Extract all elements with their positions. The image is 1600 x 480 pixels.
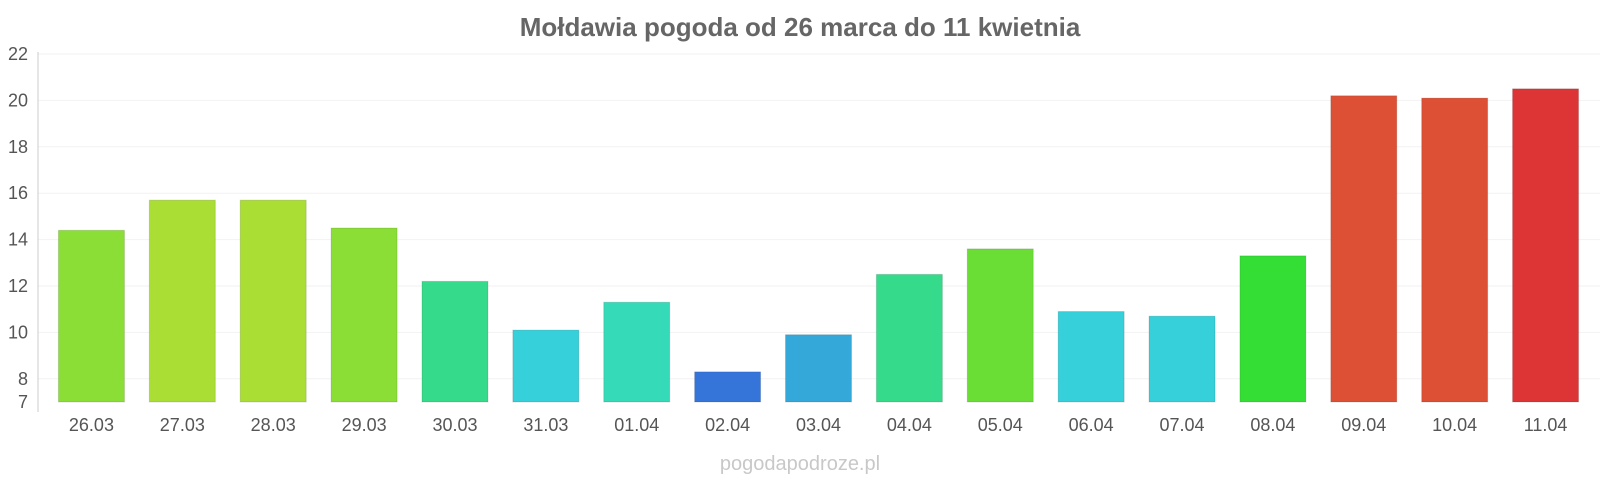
bar-01.04 xyxy=(603,301,671,403)
y-tick-label: 14 xyxy=(8,230,28,250)
y-tick-label: 18 xyxy=(8,137,28,157)
bar-28.03 xyxy=(239,199,307,403)
x-axis-ticks: 26.03 27.03 28.03 29.03 30.03 31.03 01.04 02.04… xyxy=(69,415,1568,435)
watermark: pogodapodroze.pl xyxy=(720,453,880,475)
y-tick-label: 22 xyxy=(8,44,28,64)
y-tick-label: 16 xyxy=(8,183,28,203)
bar-08.04 xyxy=(1239,255,1307,403)
y-tick-label: 8 xyxy=(18,369,28,389)
x-tick-label: 11.04 xyxy=(1524,415,1568,435)
bar-10.04 xyxy=(1421,97,1489,403)
x-tick-label: 06.04 xyxy=(1069,415,1114,435)
y-tick-label: 7 xyxy=(18,392,28,412)
bar-27.03 xyxy=(148,199,216,403)
bar-07.04 xyxy=(1148,315,1216,403)
y-tick-label: 12 xyxy=(8,276,28,296)
x-tick-label: 02.04 xyxy=(705,415,750,435)
y-tick-label: 10 xyxy=(8,322,28,342)
x-tick-label: 29.03 xyxy=(342,415,387,435)
x-tick-label: 03.04 xyxy=(796,415,841,435)
x-tick-label: 27.03 xyxy=(160,415,205,435)
bars xyxy=(57,88,1580,403)
bar-30.03 xyxy=(421,280,489,403)
x-tick-label: 31.03 xyxy=(523,415,568,435)
x-tick-label: 01.04 xyxy=(614,415,659,435)
bar-09.04 xyxy=(1330,95,1398,403)
x-tick-label: 28.03 xyxy=(251,415,296,435)
bar-04.04 xyxy=(875,273,943,403)
x-tick-label: 30.03 xyxy=(432,415,477,435)
bar-06.04 xyxy=(1057,311,1125,403)
bar-05.04 xyxy=(966,248,1034,403)
bar-11.04 xyxy=(1512,88,1580,403)
y-tick-label: 20 xyxy=(8,90,28,110)
x-tick-label: 09.04 xyxy=(1341,415,1386,435)
x-tick-label: 04.04 xyxy=(887,415,932,435)
x-tick-label: 08.04 xyxy=(1250,415,1295,435)
x-tick-label: 26.03 xyxy=(69,415,114,435)
x-tick-label: 10.04 xyxy=(1432,415,1477,435)
x-tick-label: 05.04 xyxy=(978,415,1023,435)
bar-31.03 xyxy=(512,329,580,403)
x-tick-label: 07.04 xyxy=(1160,415,1205,435)
bar-29.03 xyxy=(330,227,398,403)
bar-02.04 xyxy=(694,371,762,403)
chart-title: Mołdawia pogoda od 26 marca do 11 kwietn… xyxy=(520,12,1081,42)
y-axis-ticks: 7 8 10 12 14 16 18 20 22 xyxy=(8,44,28,412)
bar-03.04 xyxy=(785,334,852,403)
bar-26.03 xyxy=(57,229,125,403)
